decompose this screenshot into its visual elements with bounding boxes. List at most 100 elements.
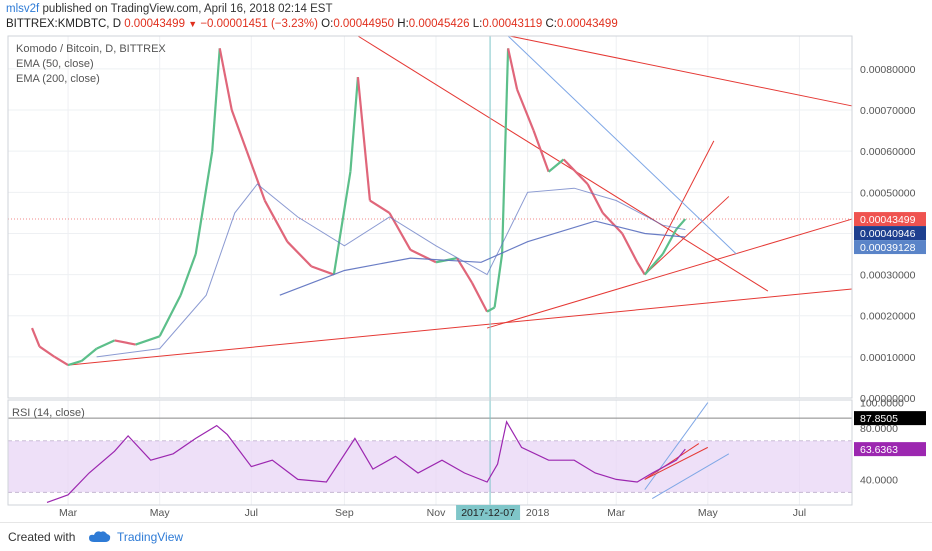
price-segment	[356, 77, 372, 201]
chart-marks	[31, 48, 687, 503]
price-segment	[547, 158, 565, 173]
x-tick-label: Jul	[245, 507, 258, 519]
high-label: H:	[397, 18, 409, 30]
created-with-text: Created with	[8, 530, 76, 544]
price-segment	[263, 200, 289, 243]
y-tick-label: 0.00080000	[860, 64, 916, 76]
legend-ema200[interactable]: EMA (200, close)	[16, 73, 100, 85]
support-trendline	[68, 288, 853, 366]
price-segment	[96, 339, 116, 350]
rsi-blue-trendline	[644, 402, 709, 490]
channel-trendline	[644, 140, 715, 275]
price-segment	[332, 171, 352, 275]
x-tick-label: Jul	[793, 507, 806, 519]
x-tick-label: Nov	[427, 507, 446, 519]
close-value: 0.00043499	[556, 18, 618, 30]
rsi-pane-border	[7, 399, 853, 506]
tradingview-cloud-icon[interactable]	[88, 530, 112, 549]
close-label: C:	[545, 18, 557, 30]
price-segment	[661, 228, 678, 255]
change-value: −0.00001451 (−3.23%)	[200, 18, 318, 30]
price-label-box	[854, 240, 926, 255]
price-segment	[621, 232, 639, 263]
ema50-line	[96, 183, 686, 358]
price-label-box	[854, 226, 926, 241]
ohlc-line: BITTREX:KMDBTC, D 0.00043499 ▼ −0.000014…	[6, 17, 926, 32]
x-tick-label: Mar	[607, 507, 626, 519]
price-segment	[211, 48, 221, 152]
main-pane-border	[7, 35, 853, 399]
y-tick-label: 0.00010000	[860, 352, 916, 364]
axes: 0.00080000 0.00070000 0.00060000 0.00050000…	[7, 35, 916, 520]
price-segment	[601, 212, 624, 235]
price-segment	[643, 253, 664, 276]
price-segment	[562, 158, 589, 185]
price-segment	[409, 248, 437, 264]
price-segment	[67, 359, 82, 367]
price-segment	[114, 339, 136, 346]
symbol-label: BITTREX:KMDBTC, D	[6, 18, 122, 30]
rsi-tick-label: 40.0000	[860, 474, 898, 486]
publish-line: mlsv2f published on TradingView.com, Apr…	[6, 2, 926, 17]
legend-rsi[interactable]: RSI (14, close)	[12, 407, 85, 419]
price-segment	[38, 345, 56, 358]
price-segment	[500, 48, 510, 255]
x-tick-label: Mar	[59, 507, 78, 519]
open-label: O:	[321, 18, 334, 30]
support-trendline	[486, 218, 853, 329]
low-label: L:	[472, 18, 483, 30]
published-text: published on TradingView.com, April 16, …	[42, 3, 333, 15]
author-name[interactable]: mlsv2f	[6, 3, 40, 15]
blue-trendline	[507, 35, 737, 255]
x-tick-label: 2018	[526, 507, 550, 519]
y-tick-label: 0.00060000	[860, 146, 916, 158]
price-segment	[194, 151, 214, 255]
price-segment	[486, 306, 496, 313]
price-segment	[218, 48, 233, 111]
y-tick-label: 0.00020000	[860, 311, 916, 323]
y-tick-label: 0.00000000	[860, 393, 916, 405]
price-segment	[179, 253, 197, 296]
price-segment	[516, 89, 535, 132]
rsi-red-trendline	[644, 446, 709, 480]
resistance-trendline	[509, 35, 853, 107]
price-segment	[471, 282, 489, 313]
price-segment	[286, 240, 313, 268]
price-segment	[456, 257, 473, 284]
date-highlight-box	[456, 505, 521, 520]
price-segment	[310, 265, 335, 276]
x-tick-label: 2017-12-07	[461, 507, 515, 519]
price-labels: 0.00043499 0.00040946 0.00039128 87.8505 63.…	[854, 212, 926, 457]
price-segment	[349, 77, 360, 172]
rsi-blue-trendline	[652, 453, 730, 500]
resistance-trendline	[357, 35, 769, 292]
rsi-value-label-box	[854, 442, 926, 457]
chart-canvas[interactable]: 0.00080000 0.00070000 0.00060000 0.00050000…	[0, 0, 932, 522]
down-arrow-icon: ▼	[188, 19, 198, 29]
price-segment	[31, 327, 41, 347]
x-tick-label: Sep	[335, 507, 354, 519]
price-label: 0.00043499	[860, 214, 916, 226]
y-tick-label: 0.00030000	[860, 270, 916, 282]
price-segment	[80, 347, 98, 362]
price-segment	[53, 355, 69, 367]
price-segment	[135, 335, 161, 346]
y-tick-label: 0.00050000	[860, 187, 916, 199]
low-value: 0.00043119	[482, 18, 543, 30]
rsi-value-label-box	[854, 411, 926, 426]
x-tick-label: May	[150, 507, 171, 519]
chart-header: mlsv2f published on TradingView.com, Apr…	[6, 2, 926, 32]
open-value: 0.00044950	[333, 18, 395, 30]
price-segment	[507, 48, 519, 90]
legend-symbol[interactable]: Komodo / Bitcoin, D, BITTREX	[16, 43, 166, 55]
legend-ema50[interactable]: EMA (50, close)	[16, 58, 94, 70]
ema200-line	[279, 220, 686, 296]
tradingview-brand[interactable]: TradingView	[117, 530, 184, 544]
last-price: 0.00043499	[124, 18, 185, 30]
price-label: 0.00039128	[860, 242, 916, 254]
rsi-value-label: 87.8505	[860, 413, 898, 425]
rsi-red-trendline	[644, 443, 700, 480]
rsi-tick-label: 80.0000	[860, 423, 898, 435]
trend-drawings	[8, 35, 853, 505]
grid-lines	[8, 36, 852, 505]
